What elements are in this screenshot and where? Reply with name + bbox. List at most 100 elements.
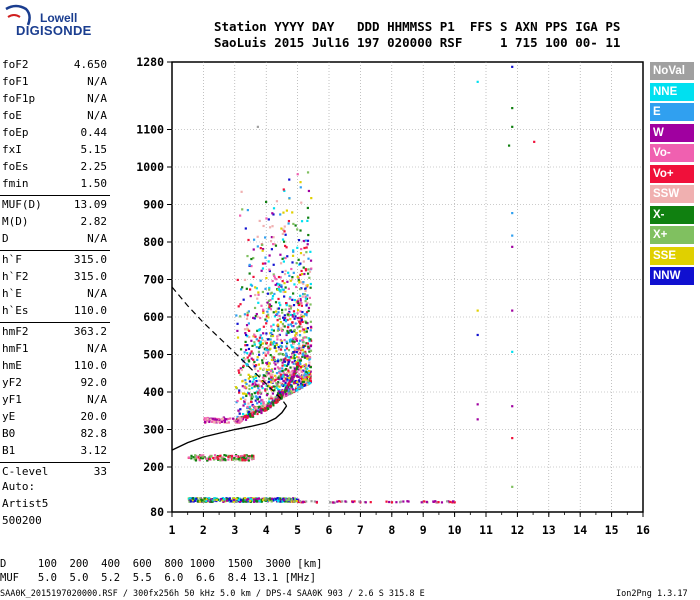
legend-item-nne: NNE [650, 82, 694, 101]
param-label-clevel: C-level [2, 465, 49, 478]
f2-trace-point [277, 398, 280, 401]
f2-echo-point [247, 410, 251, 413]
f2-echo-point [243, 386, 246, 389]
f2-echo-point [266, 381, 269, 385]
f2-echo-point [294, 353, 297, 357]
es2-echo-point [247, 459, 250, 462]
f2-echo-point [275, 342, 278, 345]
f2-echo-point [295, 374, 299, 378]
f2-echo-point [300, 376, 303, 379]
f2-echo-point [246, 311, 249, 314]
es-echo-point [279, 497, 282, 500]
f2-echo-point [291, 276, 294, 279]
es2-echo-point [190, 457, 193, 460]
f2-echo-point [282, 324, 285, 327]
f2-echo-point [235, 401, 238, 404]
f2-echo-point [296, 173, 299, 176]
f2-trace-point [293, 373, 296, 376]
param-value-yf1: N/A [87, 393, 107, 406]
param-value-b1: 3.12 [80, 444, 108, 457]
y-tick-label: 1280 [136, 55, 164, 69]
f2-echo-point [282, 288, 285, 292]
f2-echo-point [303, 374, 306, 377]
f2-echo-point [279, 344, 282, 347]
f2-echo-point [289, 366, 292, 369]
es-echo-point [263, 497, 266, 500]
f2-echo-point [299, 229, 302, 232]
f2-echo-point [273, 243, 277, 246]
f2-echo-point [268, 306, 271, 309]
f2-echo-point [244, 340, 247, 344]
f2-echo-point [276, 335, 279, 338]
f2-echo-point [297, 298, 301, 301]
f2-echo-point [270, 381, 273, 384]
f2-echo-point [281, 311, 284, 314]
es-echo-point [272, 498, 275, 502]
es2-echo-point [223, 454, 226, 457]
f2-trace-point [276, 400, 279, 403]
f2-echo-point [283, 230, 286, 233]
es-echo-point [398, 501, 402, 504]
f2-echo-point [250, 257, 253, 261]
es-echo-point [233, 498, 236, 502]
f2-echo-point [261, 247, 265, 251]
f2-echo-point [303, 331, 306, 334]
f2-echo-point [281, 364, 284, 367]
es-echo-point [249, 498, 253, 501]
f2-echo-point [279, 352, 282, 355]
f2-echo-point [289, 387, 292, 390]
f2-echo-point [297, 303, 301, 307]
f2-echo-point [299, 359, 303, 362]
f2-echo-point [287, 311, 290, 315]
f2-echo-point [252, 358, 255, 361]
f2-echo-point [255, 287, 258, 290]
es-echo-point [274, 498, 277, 501]
f2-echo-point [291, 369, 294, 372]
f-spread-point [203, 418, 206, 422]
f2-echo-point [259, 340, 262, 343]
f2-echo-point [255, 379, 258, 383]
es2-echo-point [187, 456, 191, 459]
f2-echo-point [265, 394, 269, 397]
f2-trace-point [282, 391, 285, 394]
sparse-echo-point [507, 144, 511, 147]
es-echo-point [235, 497, 238, 501]
f2-echo-point [248, 406, 251, 410]
f2-echo-point [264, 256, 267, 259]
es-echo-point [369, 501, 372, 504]
f2-echo-point [248, 288, 252, 291]
f2-echo-point [302, 239, 305, 243]
f-spread-point [240, 417, 243, 420]
f2-echo-point [301, 365, 304, 368]
param-value-fof1p: N/A [87, 92, 107, 105]
f2-echo-point [286, 392, 290, 395]
es2-echo-point [217, 457, 220, 460]
f2-echo-point [258, 400, 261, 403]
f2-echo-point [278, 375, 281, 378]
f2-echo-point [285, 394, 288, 397]
f2-echo-point [303, 336, 306, 339]
f2-echo-point [251, 382, 254, 386]
f2-echo-point [259, 279, 262, 282]
f2-echo-point [238, 412, 241, 415]
f2-trace-point [253, 412, 256, 415]
f2-echo-point [240, 368, 243, 372]
f-spread-point [233, 419, 236, 422]
f2-echo-point [262, 310, 265, 313]
f2-echo-point [247, 360, 251, 363]
f2-echo-point [251, 395, 254, 398]
f2-echo-point [304, 352, 307, 355]
es-echo-point [276, 497, 279, 500]
f2-echo-point [308, 350, 311, 353]
f2-echo-point [309, 370, 312, 373]
f2-echo-point [300, 315, 303, 318]
es2-echo-point [235, 458, 238, 461]
f2-trace-point [292, 375, 296, 378]
f2-echo-point [308, 296, 311, 299]
f2-echo-point [308, 356, 312, 359]
es-echo-point [191, 499, 194, 502]
f2-echo-point [266, 338, 270, 341]
f2-echo-point [240, 190, 243, 193]
f2-echo-point [262, 357, 266, 360]
f2-trace-point [287, 382, 290, 385]
